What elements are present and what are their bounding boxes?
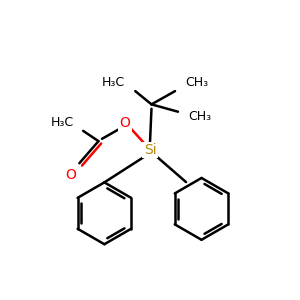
Text: CH₃: CH₃ bbox=[188, 110, 212, 123]
Text: O: O bbox=[65, 168, 76, 182]
Text: O: O bbox=[119, 116, 130, 130]
Text: H₃C: H₃C bbox=[50, 116, 74, 128]
Text: H₃C: H₃C bbox=[102, 76, 125, 89]
Text: CH₃: CH₃ bbox=[185, 76, 208, 89]
Text: Si: Si bbox=[144, 143, 156, 157]
